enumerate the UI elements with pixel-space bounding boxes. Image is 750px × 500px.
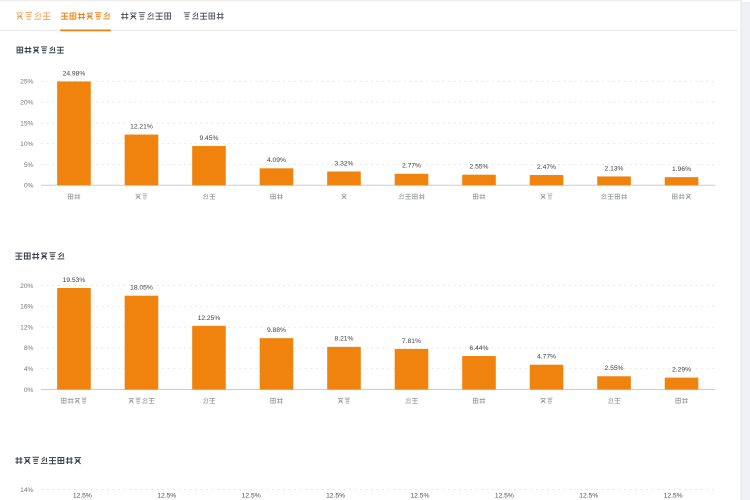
svg-text:12.5%: 12.5% — [495, 492, 514, 499]
svg-text:4.09%: 4.09% — [267, 157, 286, 164]
svg-text:18.05%: 18.05% — [130, 285, 153, 292]
svg-text:2.55%: 2.55% — [605, 365, 624, 372]
svg-text:2.55%: 2.55% — [470, 164, 489, 171]
svg-text:15%: 15% — [20, 120, 33, 127]
svg-text:12%: 12% — [20, 324, 33, 331]
svg-text:6.44%: 6.44% — [470, 345, 489, 352]
svg-text:7.81%: 7.81% — [402, 338, 421, 345]
svg-text:20%: 20% — [20, 99, 33, 106]
svg-text:12.5%: 12.5% — [326, 492, 345, 499]
svg-text:12.5%: 12.5% — [664, 492, 683, 499]
svg-text:9.45%: 9.45% — [199, 135, 218, 142]
svg-text:25%: 25% — [20, 79, 33, 86]
svg-text:12.5%: 12.5% — [579, 492, 598, 499]
svg-text:1.96%: 1.96% — [672, 166, 691, 173]
svg-text:12.21%: 12.21% — [130, 123, 153, 130]
svg-text:0%: 0% — [24, 387, 34, 394]
svg-text:12.25%: 12.25% — [198, 315, 221, 322]
svg-text:16%: 16% — [20, 304, 33, 311]
svg-text:8%: 8% — [24, 345, 34, 352]
svg-text:12.5%: 12.5% — [157, 492, 176, 499]
svg-text:14%: 14% — [20, 487, 33, 494]
svg-text:10%: 10% — [20, 141, 33, 148]
svg-text:12.5%: 12.5% — [410, 492, 429, 499]
svg-text:0%: 0% — [24, 183, 34, 190]
svg-text:9.88%: 9.88% — [267, 327, 286, 334]
svg-text:2.47%: 2.47% — [537, 164, 556, 171]
svg-text:4.77%: 4.77% — [537, 354, 556, 361]
svg-text:24.98%: 24.98% — [63, 70, 86, 77]
svg-text:2.77%: 2.77% — [402, 163, 421, 170]
svg-text:8.21%: 8.21% — [335, 336, 354, 343]
svg-text:12.5%: 12.5% — [242, 492, 261, 499]
svg-text:5%: 5% — [24, 162, 34, 169]
svg-text:2.29%: 2.29% — [672, 367, 691, 374]
svg-text:3.32%: 3.32% — [335, 160, 354, 167]
svg-text:2.13%: 2.13% — [605, 165, 624, 172]
svg-text:4%: 4% — [24, 366, 34, 373]
svg-text:20%: 20% — [20, 283, 33, 290]
svg-text:12.5%: 12.5% — [73, 492, 92, 499]
svg-text:19.53%: 19.53% — [63, 277, 86, 284]
